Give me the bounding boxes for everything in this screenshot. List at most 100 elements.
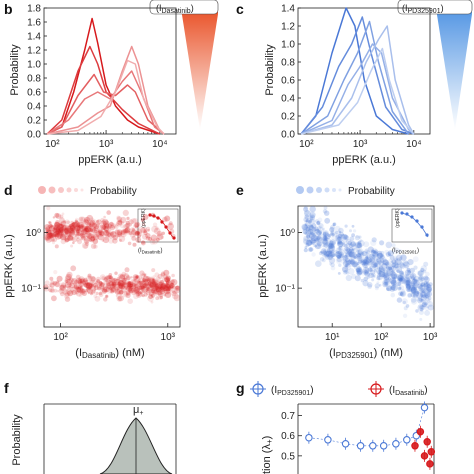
panel-d-point (175, 285, 180, 290)
panel-d-point (165, 291, 172, 298)
panel-d-point (115, 282, 118, 286)
panel-d-point (58, 230, 63, 235)
panel-d-point (148, 281, 152, 285)
panel-e-point (409, 287, 412, 290)
panel-d-point (111, 230, 115, 234)
panel-e-point (352, 260, 359, 267)
panel-d-point (76, 221, 84, 229)
panel-d-point (73, 284, 80, 290)
panel-e-point (406, 279, 410, 284)
panel-e-point (385, 251, 391, 257)
panel-e-point (389, 255, 395, 260)
panel-e-point (424, 284, 430, 291)
panel-d-point (97, 229, 103, 236)
panel-d-point (128, 285, 132, 289)
panel-d-point (88, 227, 93, 233)
panel-b-ytick-label: 1.0 (27, 60, 41, 71)
panel-e-point (331, 236, 335, 240)
panel-e-point (318, 223, 324, 229)
panel-d-point (153, 285, 159, 291)
panel-e-point (412, 278, 416, 283)
panel-d-point (167, 286, 172, 291)
panel-c-xtick-label: 10⁴ (406, 139, 421, 150)
panel-e-point (423, 303, 428, 308)
panel-e-point (308, 237, 313, 242)
panel-e-point (372, 263, 377, 268)
panel-d-point (54, 221, 60, 228)
panel-e-point (347, 250, 353, 256)
panel-d-point (135, 291, 143, 298)
panel-d-point (122, 224, 129, 231)
panel-e-point (405, 274, 410, 279)
panel-e-point (405, 283, 409, 286)
panel-d-point (118, 290, 123, 295)
panel-e-point (412, 276, 416, 281)
panel-d-point (92, 233, 100, 241)
panel-e-point (310, 238, 316, 244)
panel-e-point (368, 267, 372, 272)
panel-e-point (304, 229, 312, 236)
panel-d-point (105, 282, 110, 287)
panel-e-point (330, 230, 337, 237)
panel-e-point (395, 266, 403, 273)
panel-d-point (89, 219, 96, 226)
panel-e-point (361, 260, 367, 266)
panel-d-point (145, 282, 150, 286)
panel-d-point (155, 226, 159, 231)
panel-e-point (306, 233, 310, 238)
panel-d-point (82, 235, 85, 238)
panel-e-point (355, 266, 362, 273)
panel-d-point (141, 222, 146, 226)
panel-b-ylabel: Probability (9, 44, 21, 96)
panel-d-point (132, 274, 139, 280)
panel-d-point (83, 227, 87, 231)
panel-d-point (149, 282, 156, 289)
panel-d-point (120, 216, 127, 224)
panel-e-point (344, 260, 348, 263)
panel-e-point (400, 289, 406, 294)
panel-d-point (71, 222, 76, 227)
panel-d-point (165, 284, 171, 289)
panel-d-point (163, 282, 169, 289)
panel-e-point (397, 286, 402, 291)
panel-d-point (121, 277, 127, 283)
panel-e-point (414, 291, 418, 295)
panel-e-point (341, 233, 348, 240)
panel-d-point (63, 285, 67, 289)
panel-d-point (170, 279, 175, 285)
panel-e-point (425, 296, 431, 301)
panel-e-point (343, 260, 350, 267)
panel-d-point (58, 228, 64, 235)
panel-e-point (390, 278, 397, 285)
panel-c-frame (297, 7, 431, 135)
panel-d-point (71, 278, 78, 285)
panel-e-point (377, 255, 382, 259)
panel-d-point (62, 224, 68, 231)
panel-d-point (123, 223, 130, 229)
panel-e-point (337, 241, 344, 248)
panel-e-point (418, 310, 424, 315)
panel-d-point (85, 283, 92, 290)
panel-e-point (385, 266, 391, 272)
panel-d-point (164, 288, 167, 292)
panel-e-point (337, 240, 342, 245)
panel-e-point (398, 271, 405, 277)
panel-d-point (90, 226, 96, 233)
panel-e-point (344, 235, 350, 241)
panel-e-point (369, 268, 374, 272)
panel-d-point (56, 275, 63, 282)
panel-e-point (329, 246, 332, 249)
panel-d-point (157, 285, 162, 290)
panel-d-point (81, 229, 88, 236)
panel-e-point (335, 251, 342, 258)
panel-e-point (369, 258, 373, 262)
panel-d-point (137, 280, 142, 285)
panel-e-point (405, 283, 411, 288)
panel-d-point (131, 229, 137, 236)
panel-e-point (303, 205, 308, 210)
panel-e-point (362, 259, 367, 264)
panel-e-point (396, 274, 403, 281)
panel-d-point (135, 228, 142, 235)
